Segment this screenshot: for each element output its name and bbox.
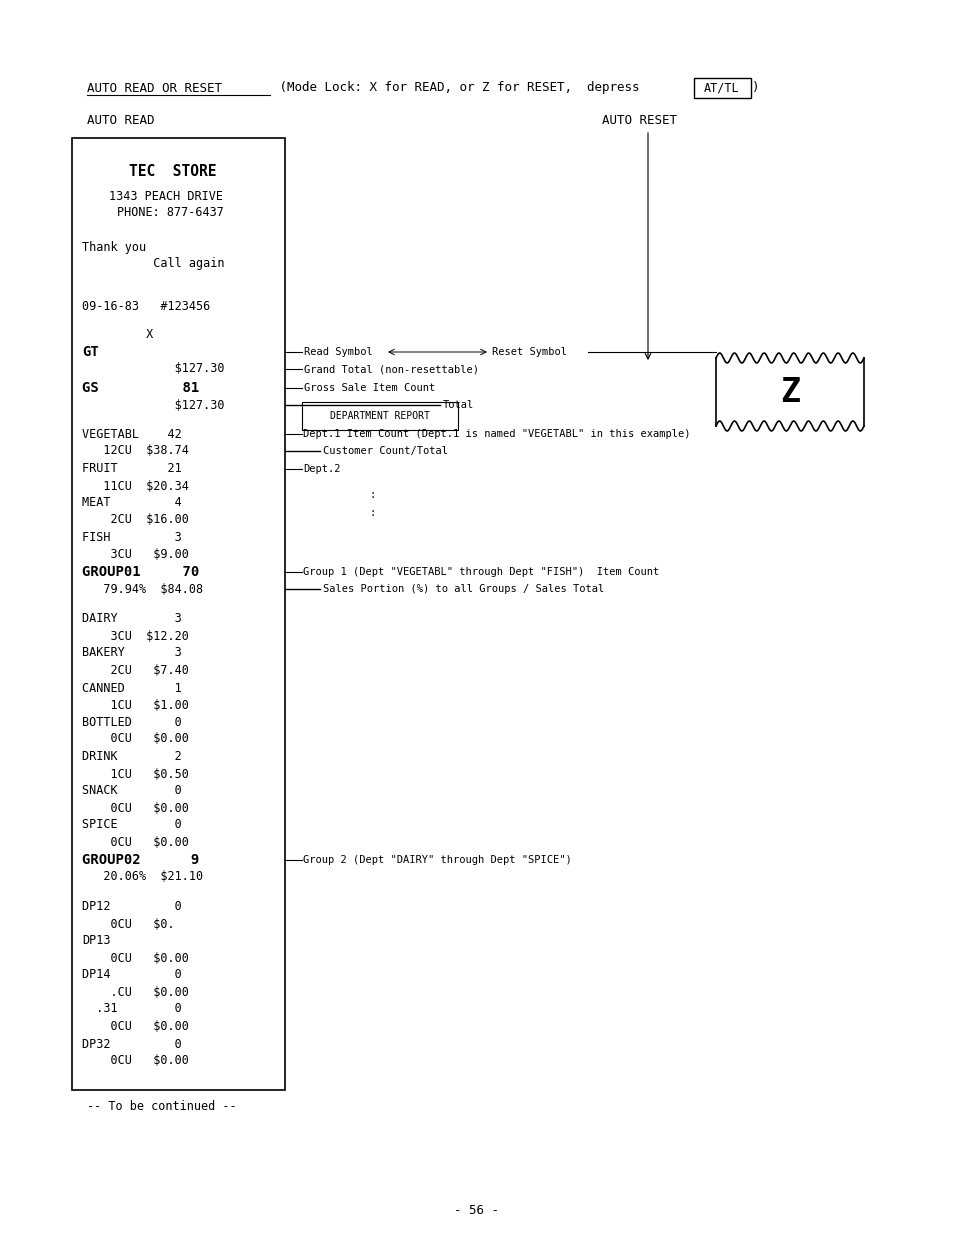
Text: Thank you: Thank you [82, 240, 146, 254]
Text: Group 2 (Dept "DAIRY" through Dept "SPICE"): Group 2 (Dept "DAIRY" through Dept "SPIC… [303, 855, 571, 865]
Text: GT: GT [82, 344, 99, 359]
Text: SNACK        0: SNACK 0 [82, 784, 182, 798]
Text: AUTO RESET: AUTO RESET [601, 114, 677, 126]
Text: Total: Total [442, 400, 474, 410]
FancyBboxPatch shape [71, 138, 285, 1090]
Text: AT/TL: AT/TL [703, 82, 739, 94]
Text: DP13: DP13 [82, 934, 111, 948]
Text: 2CU   $7.40: 2CU $7.40 [82, 664, 189, 676]
Text: 1CU   $0.50: 1CU $0.50 [82, 767, 189, 781]
Text: DAIRY        3: DAIRY 3 [82, 612, 182, 626]
Text: Gross Sale Item Count: Gross Sale Item Count [304, 383, 435, 393]
Text: FRUIT       21: FRUIT 21 [82, 462, 182, 476]
Text: .31        0: .31 0 [82, 1002, 182, 1016]
Text: Grand Total (non-resettable): Grand Total (non-resettable) [304, 364, 478, 374]
Text: 0CU   $0.00: 0CU $0.00 [82, 835, 189, 849]
Text: Reset Symbol: Reset Symbol [492, 347, 566, 357]
Text: -- To be continued --: -- To be continued -- [87, 1100, 236, 1114]
Text: BOTTLED      0: BOTTLED 0 [82, 715, 182, 729]
Text: DRINK        2: DRINK 2 [82, 751, 182, 763]
Text: 09-16-83   #123456: 09-16-83 #123456 [82, 300, 210, 312]
Text: ): ) [751, 82, 759, 94]
Text: GROUP02      9: GROUP02 9 [82, 852, 199, 867]
Text: AUTO READ OR RESET: AUTO READ OR RESET [87, 82, 222, 94]
Text: :: : [370, 489, 375, 501]
Text: GROUP01     70: GROUP01 70 [82, 565, 199, 579]
Text: .CU   $0.00: .CU $0.00 [82, 985, 189, 999]
FancyBboxPatch shape [694, 78, 750, 98]
Text: $127.30: $127.30 [82, 363, 224, 375]
Text: Group 1 (Dept "VEGETABL" through Dept "FISH")  Item Count: Group 1 (Dept "VEGETABL" through Dept "F… [303, 567, 659, 577]
Text: X: X [82, 328, 153, 342]
Text: 0CU   $0.: 0CU $0. [82, 918, 174, 930]
FancyBboxPatch shape [302, 403, 457, 430]
Text: Call again: Call again [82, 258, 224, 270]
Text: DEPARTMENT REPORT: DEPARTMENT REPORT [330, 411, 430, 421]
Text: (Mode Lock: X for READ, or Z for RESET,  depress: (Mode Lock: X for READ, or Z for RESET, … [272, 82, 646, 94]
Text: 3CU  $12.20: 3CU $12.20 [82, 629, 189, 643]
Text: 1343 PEACH DRIVE: 1343 PEACH DRIVE [109, 190, 223, 202]
Text: GS          81: GS 81 [82, 382, 199, 395]
Text: 0CU   $0.00: 0CU $0.00 [82, 802, 189, 814]
Text: FISH         3: FISH 3 [82, 530, 182, 544]
Text: Customer Count/Total: Customer Count/Total [323, 446, 448, 456]
Text: DP32         0: DP32 0 [82, 1037, 182, 1051]
Text: PHONE: 877-6437: PHONE: 877-6437 [117, 207, 224, 219]
Text: Read Symbol: Read Symbol [304, 347, 373, 357]
Text: Dept.2: Dept.2 [303, 463, 340, 475]
Text: 3CU   $9.00: 3CU $9.00 [82, 548, 189, 560]
Text: CANNED       1: CANNED 1 [82, 681, 182, 695]
Text: 11CU  $20.34: 11CU $20.34 [82, 479, 189, 492]
Text: DP12         0: DP12 0 [82, 901, 182, 913]
Text: - 56 -: - 56 - [454, 1203, 499, 1217]
Text: 79.94%  $84.08: 79.94% $84.08 [82, 582, 203, 596]
Text: BAKERY       3: BAKERY 3 [82, 647, 182, 659]
Text: Dept.1 Item Count (Dept.1 is named "VEGETABL" in this example): Dept.1 Item Count (Dept.1 is named "VEGE… [303, 429, 690, 439]
Text: AUTO READ: AUTO READ [87, 114, 154, 126]
Text: 12CU  $38.74: 12CU $38.74 [82, 445, 189, 457]
Text: 1CU   $1.00: 1CU $1.00 [82, 699, 189, 711]
Text: 0CU   $0.00: 0CU $0.00 [82, 732, 189, 746]
Text: Z: Z [780, 375, 800, 409]
Text: 0CU   $0.00: 0CU $0.00 [82, 1054, 189, 1068]
Text: 20.06%  $21.10: 20.06% $21.10 [82, 871, 203, 883]
Text: TEC  STORE: TEC STORE [129, 165, 216, 180]
Text: $127.30: $127.30 [82, 399, 224, 411]
Text: DP14         0: DP14 0 [82, 969, 182, 981]
Text: Sales Portion (%) to all Groups / Sales Total: Sales Portion (%) to all Groups / Sales … [323, 584, 603, 593]
Text: 0CU   $0.00: 0CU $0.00 [82, 952, 189, 964]
Text: MEAT         4: MEAT 4 [82, 497, 182, 509]
Text: VEGETABL    42: VEGETABL 42 [82, 427, 182, 441]
Text: :: : [370, 508, 375, 518]
Text: SPICE        0: SPICE 0 [82, 819, 182, 831]
Text: 0CU   $0.00: 0CU $0.00 [82, 1020, 189, 1032]
Text: 2CU  $16.00: 2CU $16.00 [82, 513, 189, 527]
